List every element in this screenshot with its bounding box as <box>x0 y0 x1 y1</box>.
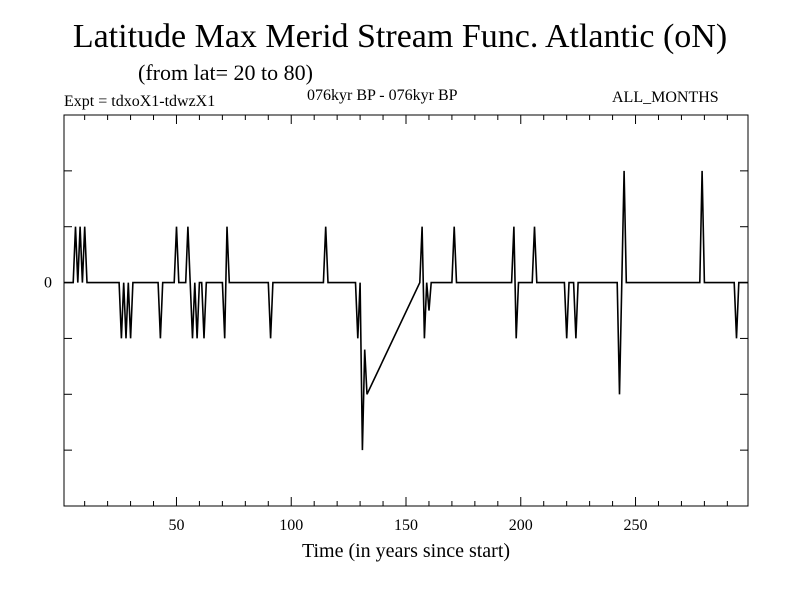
x-tick-label: 250 <box>624 517 648 534</box>
x-axis-label: Time (in years since start) <box>301 540 511 562</box>
axes-layer: 50 100 150 200 250 0 <box>44 114 749 534</box>
x-tick-label: 150 <box>394 517 418 534</box>
period-label: 076kyr BP - 076kyr BP <box>307 87 458 104</box>
series-line <box>64 170 748 451</box>
y-tick-label: 0 <box>44 275 52 292</box>
x-tick-label: 50 <box>168 517 184 534</box>
chart-title: Latitude Max Merid Stream Func. Atlantic… <box>72 18 728 55</box>
experiment-label: Expt = tdxoX1-tdwzX1 <box>64 93 216 110</box>
x-tick-label: 200 <box>509 517 533 534</box>
series-layer <box>64 170 748 451</box>
chart-subtitle: (from lat= 20 to 80) <box>138 60 313 85</box>
x-tick-label: 100 <box>279 517 303 534</box>
months-label: ALL_MONTHS <box>612 89 719 106</box>
